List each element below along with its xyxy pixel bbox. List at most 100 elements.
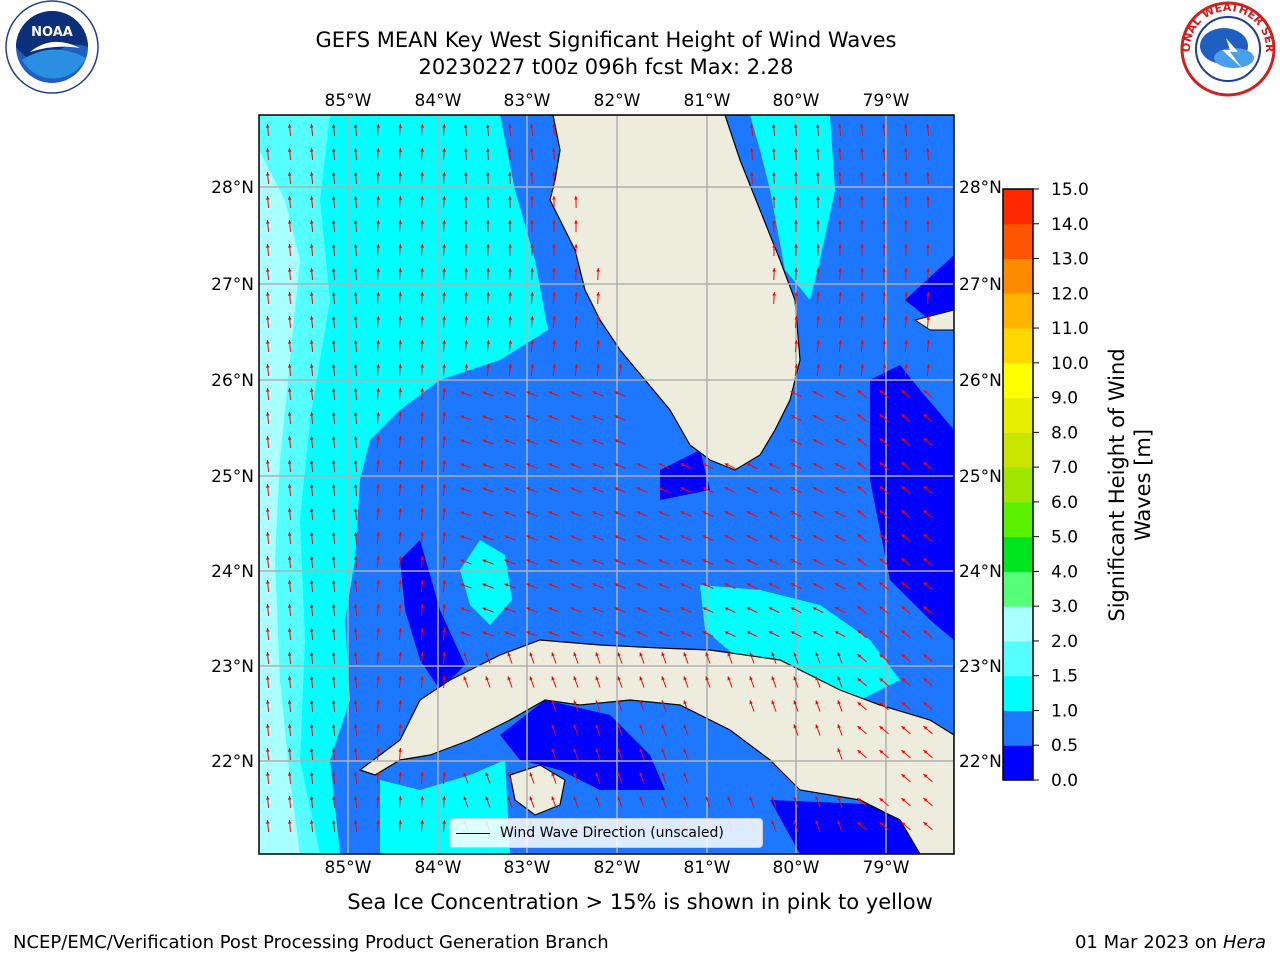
wave-direction-arrowhead [309, 292, 314, 296]
wave-direction-arrowhead [398, 460, 402, 464]
wave-direction-arrowhead [834, 463, 839, 467]
wave-direction-arrowhead [376, 196, 380, 200]
wave-direction-arrowhead [464, 364, 469, 368]
chart-subtitle: 20230227 t00z 096h fcst Max: 2.28 [418, 55, 794, 79]
wave-direction-arrowhead [309, 556, 314, 560]
wave-direction-arrowhead [309, 172, 314, 176]
wave-direction-arrowhead [287, 124, 292, 128]
wave-direction-arrowhead [771, 820, 775, 825]
wave-direction-arrowhead [790, 559, 795, 563]
wave-direction-arrowhead [816, 292, 820, 296]
wave-direction-arrowhead [486, 148, 490, 152]
wave-direction-arrowhead [442, 196, 446, 200]
wave-direction-arrowhead [574, 220, 578, 224]
wave-direction-arrowhead [661, 676, 665, 681]
wave-direction-arrowhead [837, 124, 842, 128]
wave-direction-arrowhead [636, 607, 641, 611]
wave-direction-arrowhead [901, 558, 906, 562]
wave-direction-arrowhead [683, 748, 687, 753]
wave-direction-arrowhead [857, 438, 862, 442]
wave-direction-arrowhead [923, 654, 928, 658]
wave-direction-arrowhead [287, 748, 292, 752]
wave-direction-arrowhead [834, 391, 839, 395]
wave-direction-arrowhead [353, 700, 358, 704]
wave-direction-arrowhead [812, 391, 817, 395]
wave-direction-arrowhead [903, 124, 908, 128]
wave-direction-arrowhead [398, 580, 402, 584]
wave-direction-arrowhead [592, 535, 597, 539]
wave-direction-arrowhead [526, 535, 531, 539]
wave-direction-arrowhead [309, 364, 314, 368]
wave-direction-arrowhead [376, 676, 380, 680]
wave-direction-arrowhead [573, 724, 577, 729]
lon-label: 84°W [415, 91, 462, 111]
wave-direction-arrowhead [331, 484, 336, 488]
wave-direction-arrowhead [420, 604, 424, 608]
wave-direction-arrowhead [702, 511, 707, 515]
wave-direction-arrowhead [287, 628, 292, 632]
wave-direction-arrowhead [504, 631, 509, 635]
wave-direction-arrowhead [287, 820, 292, 824]
wave-direction-arrowhead [860, 244, 864, 248]
wave-direction-arrowhead [331, 580, 336, 584]
wave-direction-arrowhead [442, 148, 446, 152]
wave-direction-arrowhead [548, 511, 553, 515]
wave-direction-arrowhead [816, 268, 820, 272]
wave-direction-arrowhead [398, 628, 402, 632]
wave-direction-arrowhead [661, 724, 665, 729]
wave-direction-arrowhead [771, 676, 775, 681]
wave-direction-arrowhead [857, 606, 862, 610]
wave-direction-arrowhead [331, 220, 336, 224]
wave-direction-arrowhead [442, 436, 446, 440]
wave-direction-arrowhead [507, 772, 511, 777]
wave-direction-arrowhead [882, 316, 887, 320]
wave-direction-arrowhead [923, 462, 928, 466]
lat-label: 26°N [959, 371, 1002, 391]
wave-direction-arrowhead [504, 487, 509, 491]
wave-direction-arrowhead [376, 436, 380, 440]
wave-direction-arrowhead [923, 774, 928, 778]
wave-direction-arrowhead [793, 676, 797, 681]
wave-direction-arrowhead [331, 244, 336, 248]
wave-direction-arrowhead [442, 556, 446, 560]
wave-direction-arrowhead [923, 486, 928, 490]
wave-direction-arrowhead [901, 654, 906, 658]
wave-direction-arrowhead [353, 388, 358, 392]
wave-direction-arrowhead [353, 676, 358, 680]
wave-direction-arrowhead [376, 484, 380, 488]
wave-direction-arrowhead [508, 244, 512, 248]
wave-direction-arrowhead [879, 726, 884, 730]
wave-direction-arrowhead [420, 436, 424, 440]
wave-direction-arrowhead [768, 463, 773, 467]
wave-direction-arrowhead [790, 487, 795, 491]
wave-direction-arrowhead [724, 463, 729, 467]
wave-direction-arrowhead [812, 511, 817, 515]
wave-direction-arrowhead [464, 292, 468, 296]
wave-direction-arrowhead [768, 487, 773, 491]
wave-direction-arrowhead [815, 724, 819, 729]
wave-direction-arrowhead [265, 748, 270, 752]
colorbar-tick-label: 2.0 [1051, 632, 1078, 652]
wave-direction-arrowhead [376, 148, 380, 152]
wave-direction-arrowhead [508, 316, 513, 320]
wave-direction-arrowhead [442, 268, 446, 272]
wave-direction-arrowhead [661, 796, 665, 801]
wave-direction-arrowhead [420, 316, 424, 320]
wave-direction-arrowhead [398, 124, 402, 128]
wave-direction-arrowhead [724, 487, 729, 491]
wave-direction-arrowhead [812, 415, 817, 419]
wave-direction-arrowhead [614, 607, 619, 611]
wave-direction-arrowhead [838, 172, 842, 176]
colorbar-band [1003, 258, 1033, 294]
wave-direction-arrowhead [702, 559, 707, 563]
legend-line-swatch [456, 832, 490, 834]
wave-direction-arrowhead [838, 340, 843, 344]
colorbar-tick-label: 4.0 [1051, 562, 1078, 582]
colorbar-tick-label: 5.0 [1051, 528, 1078, 548]
wave-direction-arrowhead [901, 678, 906, 682]
wave-direction-arrowhead [614, 631, 619, 635]
wave-direction-arrowhead [486, 364, 491, 368]
wave-direction-arrowhead [287, 652, 292, 656]
colorbar-band [1003, 640, 1033, 677]
wave-direction-arrowhead [420, 796, 424, 800]
